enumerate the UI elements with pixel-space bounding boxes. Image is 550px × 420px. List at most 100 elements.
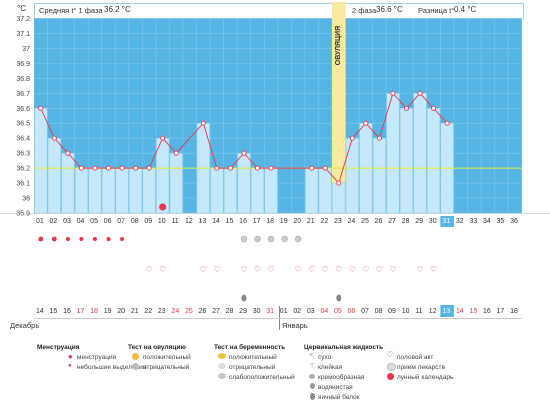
calendar-date[interactable]: 13: [442, 308, 451, 315]
menstruation-drop-icon: [38, 236, 44, 242]
cycle-day-label[interactable]: 31: [442, 218, 451, 225]
calendar-date[interactable]: 15: [49, 308, 58, 315]
calendar-date[interactable]: 03: [306, 308, 315, 315]
cycle-day-label[interactable]: 05: [90, 218, 98, 225]
calendar-date[interactable]: 07: [361, 308, 369, 315]
calendar-date[interactable]: 08: [374, 308, 383, 315]
calendar-date[interactable]: 27: [212, 308, 220, 315]
cycle-day-label[interactable]: 36: [510, 218, 518, 225]
cycle-day-label[interactable]: 08: [130, 218, 139, 225]
cycle-day-label[interactable]: 13: [198, 218, 207, 225]
cycle-day-label[interactable]: 09: [144, 218, 153, 225]
cycle-day-label[interactable]: 01: [36, 218, 44, 225]
legend-menstruation-title: Менструация: [37, 344, 80, 351]
cycle-day-label[interactable]: 12: [184, 218, 193, 225]
cycle-day-label[interactable]: 28: [401, 218, 410, 225]
cycle-day-label[interactable]: 04: [76, 218, 85, 225]
temperature-point: [241, 150, 247, 156]
pregnancy-weak-icon: [218, 373, 226, 379]
calendar-date[interactable]: 15: [469, 308, 478, 315]
calendar-date[interactable]: 19: [103, 308, 112, 315]
legend-intercourse: половой акт: [397, 354, 434, 361]
temperature-point: [363, 120, 369, 126]
temperature-line: [40, 92, 448, 184]
cycle-day-label[interactable]: 07: [117, 218, 126, 225]
cycle-day-label[interactable]: 25: [361, 218, 369, 225]
cycle-day-label[interactable]: 24: [347, 218, 356, 225]
calendar-date[interactable]: 10: [401, 308, 410, 315]
unit-label: °C: [17, 4, 26, 13]
cycle-day-label[interactable]: 32: [455, 218, 464, 225]
cycle-day-label[interactable]: 29: [415, 218, 424, 225]
moon-icon: [159, 203, 167, 211]
calendar-date[interactable]: 17: [496, 308, 505, 315]
calendar-date[interactable]: 16: [63, 308, 71, 315]
calendar-baseline: [34, 318, 522, 319]
cycle-day-label[interactable]: 21: [306, 218, 315, 225]
calendar-date[interactable]: 01: [279, 308, 288, 315]
legend-cervical-creamy: кремообразная: [318, 374, 365, 381]
creamy-icon: [309, 374, 315, 379]
calendar-date[interactable]: 24: [171, 308, 180, 315]
cycle-day-label[interactable]: 10: [157, 218, 166, 225]
calendar-date[interactable]: 14: [455, 308, 464, 315]
ovulation-test-negative-icon: [267, 235, 275, 243]
calendar-date[interactable]: 09: [388, 308, 396, 315]
calendar-date[interactable]: 26: [198, 308, 207, 315]
sticky-icon: ⊤: [309, 363, 316, 370]
heart-icon: ♡: [322, 265, 329, 274]
temperature-bar: [237, 152, 251, 214]
temperature-bar: [413, 93, 427, 214]
calendar-date[interactable]: 20: [117, 308, 126, 315]
month-january: Январь: [282, 321, 308, 330]
calendar-date[interactable]: 31: [266, 308, 275, 315]
calendar-date[interactable]: 16: [482, 308, 491, 315]
cycle-day-label[interactable]: 33: [469, 218, 478, 225]
cycle-day-label[interactable]: 26: [374, 218, 383, 225]
cycle-day-label[interactable]: 19: [279, 218, 288, 225]
temperature-point: [227, 165, 233, 171]
calendar-date[interactable]: 14: [36, 308, 44, 315]
cycle-day-label[interactable]: 22: [320, 218, 329, 225]
calendar-date[interactable]: 29: [239, 308, 247, 315]
temperature-point: [376, 135, 382, 141]
cycle-day-label[interactable]: 35: [496, 218, 505, 225]
cycle-day-label[interactable]: 02: [49, 218, 58, 225]
calendar-date[interactable]: 05: [333, 308, 342, 315]
cycle-day-label[interactable]: 23: [333, 218, 342, 225]
calendar-date[interactable]: 23: [157, 308, 166, 315]
calendar-date[interactable]: 06: [347, 308, 356, 315]
calendar-date[interactable]: 12: [428, 308, 437, 315]
temperature-point: [417, 90, 423, 96]
menstruation-drop-icon: [120, 237, 125, 241]
gear-icon: [132, 363, 139, 370]
calendar-date[interactable]: 18: [90, 308, 98, 315]
calendar-date[interactable]: 28: [225, 308, 234, 315]
cycle-day-label[interactable]: 18: [266, 218, 275, 225]
calendar-date[interactable]: 02: [293, 308, 302, 315]
cycle-day-label[interactable]: 20: [293, 218, 302, 225]
cycle-day-label[interactable]: 03: [63, 218, 71, 225]
y-tick-label: 37: [22, 46, 30, 53]
cycle-day-label[interactable]: 06: [103, 218, 112, 225]
calendar-date[interactable]: 30: [252, 308, 261, 315]
calendar-date[interactable]: 22: [144, 308, 153, 315]
y-tick-label: 36: [22, 196, 30, 203]
calendar-date[interactable]: 21: [130, 308, 139, 315]
cycle-day-label[interactable]: 17: [252, 218, 261, 225]
calendar-date[interactable]: 04: [320, 308, 329, 315]
cycle-day-label[interactable]: 11: [171, 218, 179, 225]
legend-cervical-dry: сухо: [318, 354, 332, 361]
calendar-date[interactable]: 17: [76, 308, 85, 315]
cycle-day-label[interactable]: 16: [239, 218, 247, 225]
cycle-day-label[interactable]: 15: [225, 218, 234, 225]
calendar-date[interactable]: 25: [184, 308, 193, 315]
cycle-day-label[interactable]: 27: [388, 218, 396, 225]
cycle-day-label[interactable]: 34: [482, 218, 491, 225]
cycle-day-label[interactable]: 30: [428, 218, 437, 225]
heart-icon: ♡: [146, 265, 153, 274]
calendar-date[interactable]: 11: [415, 308, 423, 315]
calendar-date[interactable]: 18: [510, 308, 518, 315]
temperature-bar: [101, 167, 116, 214]
cycle-day-label[interactable]: 14: [212, 218, 220, 225]
